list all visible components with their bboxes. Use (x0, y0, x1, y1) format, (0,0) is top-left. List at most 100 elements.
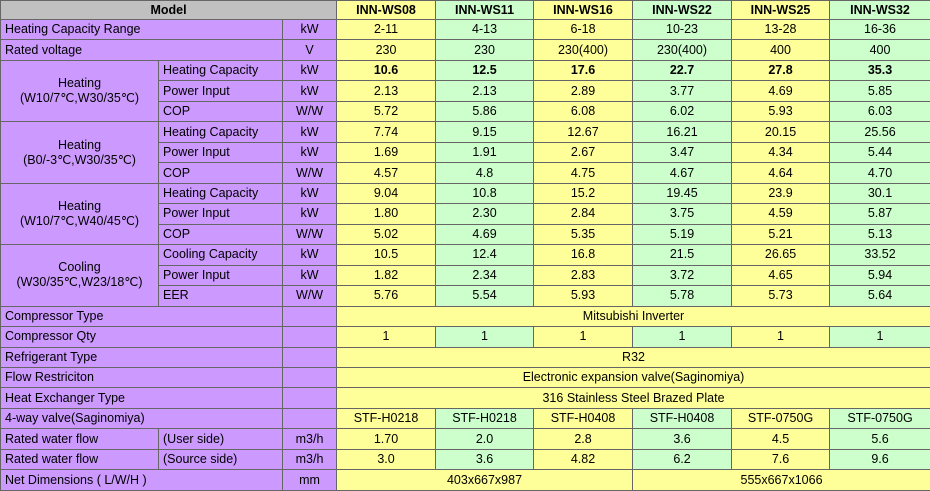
value-cell: 2.8 (533, 428, 634, 450)
unit-cell: kW (281, 18, 338, 41)
unit-cell: kW (281, 182, 338, 205)
row-label: 4-way valve(Saginomiya) (0, 407, 283, 430)
value-cell: 16.21 (632, 121, 733, 143)
value-cell: STF-H0408 (632, 407, 733, 430)
value-cell: 5.02 (336, 223, 437, 246)
group-condition: (W10/7℃,W30/35℃) (19, 91, 140, 106)
value-cell: 10.8 (435, 182, 535, 205)
value-cell: 4.64 (731, 162, 831, 184)
value-cell: 2.84 (533, 203, 634, 225)
group-group: Heating (57, 137, 102, 152)
group-condition: (W10/7℃,W40/45℃) (19, 213, 140, 228)
value-cell: 9.6 (829, 448, 930, 471)
value-cell: 4.69 (731, 80, 831, 102)
value-cell: 13-28 (731, 18, 831, 41)
model-name: INN-WS11 (435, 0, 535, 20)
item-label: Heating Capacity (158, 59, 283, 82)
value-cell: 2.89 (533, 80, 634, 102)
value-cell: 33.52 (829, 244, 930, 266)
value-cell: 400 (829, 39, 930, 61)
unit-cell: kW (281, 141, 338, 164)
value-cell: 5.85 (829, 80, 930, 102)
value-cell: 1 (435, 326, 535, 348)
row-label: Rated voltage (0, 39, 283, 61)
unit-cell: mm (281, 469, 338, 491)
value-cell: 3.0 (336, 448, 437, 471)
value-cell: 5.94 (829, 264, 930, 287)
value-cell: 6.02 (632, 100, 733, 123)
group-label: Cooling (W30/35℃,W23/18℃) (0, 244, 159, 307)
value-cell: 30.1 (829, 182, 930, 205)
shared-value: Mitsubishi Inverter (336, 305, 930, 328)
split-value: 403x667x987 (336, 469, 634, 491)
item-label: Heating Capacity (158, 121, 283, 143)
value-cell: 1.82 (336, 264, 437, 287)
value-cell: 230(400) (533, 39, 634, 61)
table-row: Model INN-WS08 INN-WS11 INN-WS16 INN-WS22 INN… (0, 0, 930, 20)
item-label: Power Input (158, 141, 283, 164)
value-cell: 1 (632, 326, 733, 348)
value-cell: 2.30 (435, 203, 535, 225)
model-name: INN-WS32 (829, 0, 930, 20)
value-cell: STF-0750G (829, 407, 930, 430)
group-label: Heating (B0/-3℃,W30/35℃) (0, 121, 159, 184)
header-label: Model (0, 0, 338, 20)
unit-cell: W/W (281, 223, 338, 246)
table-row: Heating (B0/-3℃,W30/35℃) Heating Capacity k… (0, 121, 930, 184)
value-cell: 5.93 (533, 285, 634, 307)
table-row: Heating (W10/7℃,W30/35℃) Heating Capacity k… (0, 59, 930, 123)
value-cell: 230(400) (632, 39, 733, 61)
table-row: Rated water flow (User side) m3/h 1.70 2.0 2.… (0, 428, 930, 450)
row-label: Rated water flow (0, 428, 159, 450)
table-row: Power Input kW 1.80 2.30 2.84 3.75 4.59 5.87 (1, 203, 930, 225)
value-cell: 5.86 (435, 100, 535, 123)
table-row: Cooling (W30/35℃,W23/18℃) Cooling Capacity… (0, 244, 930, 307)
unit-cell: kW (281, 59, 338, 82)
unit-cell: kW (281, 80, 338, 102)
value-cell: 4.69 (435, 223, 535, 246)
value-cell: 19.45 (632, 182, 733, 205)
value-cell: 5.93 (731, 100, 831, 123)
value-cell: 4.82 (533, 448, 634, 471)
value-cell: 400 (731, 39, 831, 61)
value-cell: 4.70 (829, 162, 930, 184)
value-cell: 5.72 (336, 100, 437, 123)
table-row: Power Input kW 1.69 1.91 2.67 3.47 4.34 5.44 (1, 141, 930, 164)
row-sublabel: (Source side) (158, 448, 283, 471)
row-label: Refrigerant Type (0, 346, 283, 368)
item-label: Power Input (158, 264, 283, 287)
value-cell: 9.15 (435, 121, 535, 143)
table-row: Rated water flow (Source side) m3/h 3.0 3.6 4… (0, 448, 930, 471)
table-row: COP W/W 4.57 4.8 4.75 4.67 4.64 4.70 (1, 162, 930, 184)
table-row: Heating (W10/7℃,W40/45℃) Heating Capacity k… (0, 182, 930, 246)
value-cell: 12.67 (533, 121, 634, 143)
unit-cell: V (281, 39, 338, 61)
value-cell: 1.80 (336, 203, 437, 225)
item-label: COP (158, 162, 283, 184)
value-cell: 1 (829, 326, 930, 348)
table-row: Power Input kW 1.82 2.34 2.83 3.72 4.65 5.94 (1, 264, 930, 287)
value-cell: 15.2 (533, 182, 634, 205)
model-name: INN-WS16 (533, 0, 634, 20)
group-group: Cooling (58, 260, 101, 275)
value-cell: 5.35 (533, 223, 634, 246)
unit-cell: kW (281, 203, 338, 225)
value-cell: 5.44 (829, 141, 930, 164)
value-cell: 1 (731, 326, 831, 348)
value-cell: 3.6 (435, 448, 535, 471)
value-cell: 10-23 (632, 18, 733, 41)
item-label: Power Input (158, 203, 283, 225)
value-cell: 4.67 (632, 162, 733, 184)
shared-value: Electronic expansion valve(Saginomiya) (336, 366, 930, 389)
table-row: Refrigerant Type R32 (0, 346, 930, 368)
value-cell: 4.57 (336, 162, 437, 184)
value-cell: 2.13 (336, 80, 437, 102)
table-row: Power Input kW 2.13 2.13 2.89 3.77 4.69 5.85 (1, 80, 930, 102)
item-label: COP (158, 100, 283, 123)
group-group: Heating (57, 198, 102, 213)
group-label: Heating (W10/7℃,W30/35℃) (0, 59, 159, 123)
value-cell: 6.03 (829, 100, 930, 123)
unit-cell (281, 407, 338, 430)
value-cell: 16.8 (533, 244, 634, 266)
